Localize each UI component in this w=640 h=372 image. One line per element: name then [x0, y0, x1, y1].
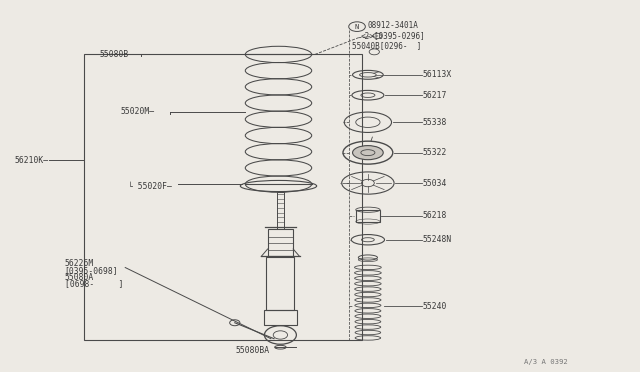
- Text: 56210K―: 56210K―: [15, 155, 49, 164]
- Text: 55248N: 55248N: [422, 235, 451, 244]
- Bar: [356, 210, 380, 222]
- Text: 55240: 55240: [422, 302, 447, 311]
- Bar: [277, 192, 284, 229]
- Text: 56226M: 56226M: [65, 259, 94, 268]
- Text: 55338: 55338: [422, 118, 447, 127]
- Text: 55034: 55034: [422, 179, 447, 187]
- Bar: [268, 229, 293, 256]
- Text: [0395-0698]: [0395-0698]: [65, 266, 118, 275]
- Text: [0698-     ]: [0698- ]: [65, 279, 123, 288]
- Bar: [264, 310, 297, 325]
- Text: 55040B[0296-  ]: 55040B[0296- ]: [352, 41, 421, 51]
- Text: 55080BA: 55080BA: [236, 346, 270, 355]
- Text: 08912-3401A: 08912-3401A: [367, 22, 418, 31]
- Text: 55080A: 55080A: [65, 273, 94, 282]
- Text: 56218: 56218: [422, 211, 447, 220]
- Text: 56217: 56217: [422, 91, 447, 100]
- Text: N: N: [355, 24, 359, 30]
- Text: 55322: 55322: [422, 148, 447, 157]
- Text: A/3 A 0392: A/3 A 0392: [524, 359, 568, 365]
- Text: <2>[0395-0296]: <2>[0395-0296]: [360, 31, 425, 41]
- Ellipse shape: [353, 145, 383, 160]
- Text: └ 55020F―: └ 55020F―: [129, 182, 172, 190]
- Text: 55020M―: 55020M―: [120, 108, 154, 116]
- Bar: [84, 54, 362, 340]
- Bar: [266, 257, 294, 310]
- Text: 55080B: 55080B: [100, 50, 129, 59]
- Text: 56113X: 56113X: [422, 70, 451, 79]
